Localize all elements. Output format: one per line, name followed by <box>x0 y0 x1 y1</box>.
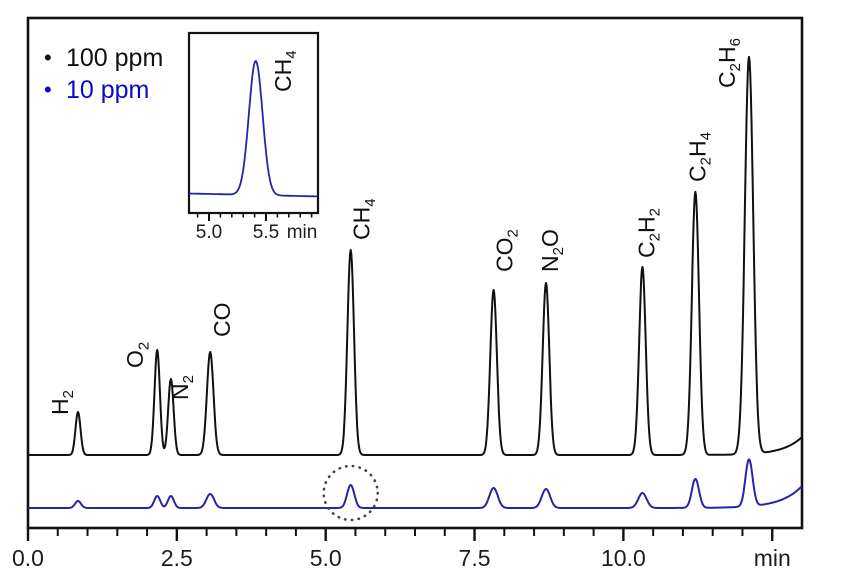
peak-label-o2: O2 <box>122 342 152 368</box>
inset-box <box>187 31 320 215</box>
svg-text:CH4: CH4 <box>270 50 300 92</box>
x-axis-tick-label: 10.0 <box>601 545 646 571</box>
peak-label-c2h4: C2H4 <box>684 132 714 182</box>
x-axis-tick-label: 7.5 <box>459 545 491 571</box>
peak-label-ch4: CH4 <box>349 198 379 240</box>
x-axis-tick-label: 0.0 <box>12 545 44 571</box>
inset-tick-label: 5.0 <box>196 222 222 243</box>
inset-trace-10ppm <box>188 60 319 198</box>
inset-tick-label: 5.5 <box>253 222 279 243</box>
legend-label-100ppm: 100 ppm <box>66 43 164 72</box>
svg-text:C2H4: C2H4 <box>684 132 714 182</box>
peak-label-co2: CO2 <box>492 229 522 272</box>
svg-text:C2H6: C2H6 <box>714 38 744 88</box>
ch4-annotation-circle <box>322 464 379 522</box>
peak-label-n2: N2 <box>167 375 197 400</box>
svg-text:CO2: CO2 <box>492 229 522 272</box>
trace-10ppm <box>28 458 802 509</box>
legend-item-10ppm: • 10 ppm <box>44 74 163 106</box>
peak-label-c2h6: C2H6 <box>714 38 744 88</box>
trace-100ppm <box>28 55 802 456</box>
svg-text:N2O: N2O <box>537 229 567 272</box>
peak-label-h2: H2 <box>47 390 77 415</box>
legend-item-100ppm: • 100 ppm <box>44 42 163 74</box>
legend-label-10ppm: 10 ppm <box>66 75 150 104</box>
svg-text:N2: N2 <box>167 375 197 400</box>
legend: • 100 ppm • 10 ppm <box>44 42 163 106</box>
svg-text:C2H2: C2H2 <box>633 208 663 258</box>
svg-text:O2: O2 <box>122 342 152 368</box>
x-axis-tick-label: 5.0 <box>310 545 342 571</box>
inset-peak-label-ch4: CH4 <box>270 50 300 92</box>
svg-text:H2: H2 <box>47 390 77 415</box>
x-axis-tick-label: 2.5 <box>161 545 193 571</box>
peak-label-co: CO <box>209 303 235 338</box>
svg-text:CH4: CH4 <box>349 198 379 240</box>
legend-bullet-10ppm-icon: • <box>44 77 52 102</box>
peak-label-c2h2: C2H2 <box>633 208 663 258</box>
svg-text:CO: CO <box>209 303 235 338</box>
legend-bullet-100ppm-icon: • <box>44 45 52 70</box>
x-axis-tick-label: min <box>754 545 791 571</box>
peak-label-n2o: N2O <box>537 229 567 272</box>
inset-unit-label: min <box>287 222 318 243</box>
